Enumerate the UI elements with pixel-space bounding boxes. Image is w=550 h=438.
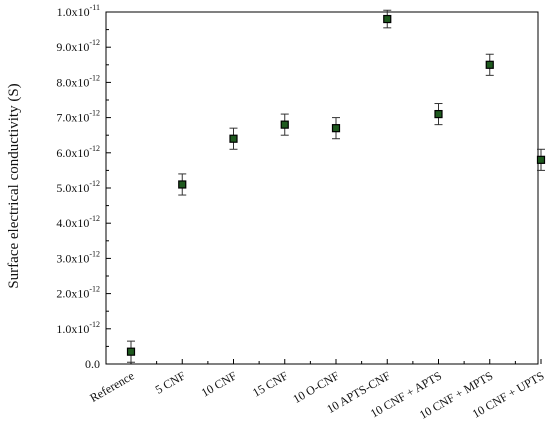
data-point — [485, 60, 494, 69]
y-tick-label: 2.0x10-12 — [56, 285, 100, 301]
data-point — [126, 347, 136, 356]
y-tick-label: 1.0x10-12 — [56, 320, 100, 336]
data-point — [536, 155, 546, 164]
data-point — [229, 134, 238, 143]
y-tick-label: 4.0x10-12 — [56, 214, 100, 230]
y-tick-label: 7.0x10-12 — [56, 109, 100, 125]
y-axis-title: Surface electrical conductivity (S) — [6, 83, 22, 288]
y-tick-label: 3.0x10-12 — [56, 249, 100, 265]
data-point — [383, 14, 392, 24]
y-tick-label: 6.0x10-12 — [56, 144, 100, 160]
y-tick-label: 9.0x10-12 — [56, 38, 100, 54]
data-point — [434, 109, 443, 119]
y-tick-label: 5.0x10-12 — [56, 179, 100, 195]
data-point — [178, 180, 187, 189]
data-point — [280, 120, 289, 129]
data-point — [331, 124, 341, 133]
y-tick-label: 1.0x10-11 — [57, 3, 100, 19]
y-tick-label: 0.0 — [85, 357, 100, 371]
y-tick-label: 8.0x10-12 — [56, 73, 100, 89]
